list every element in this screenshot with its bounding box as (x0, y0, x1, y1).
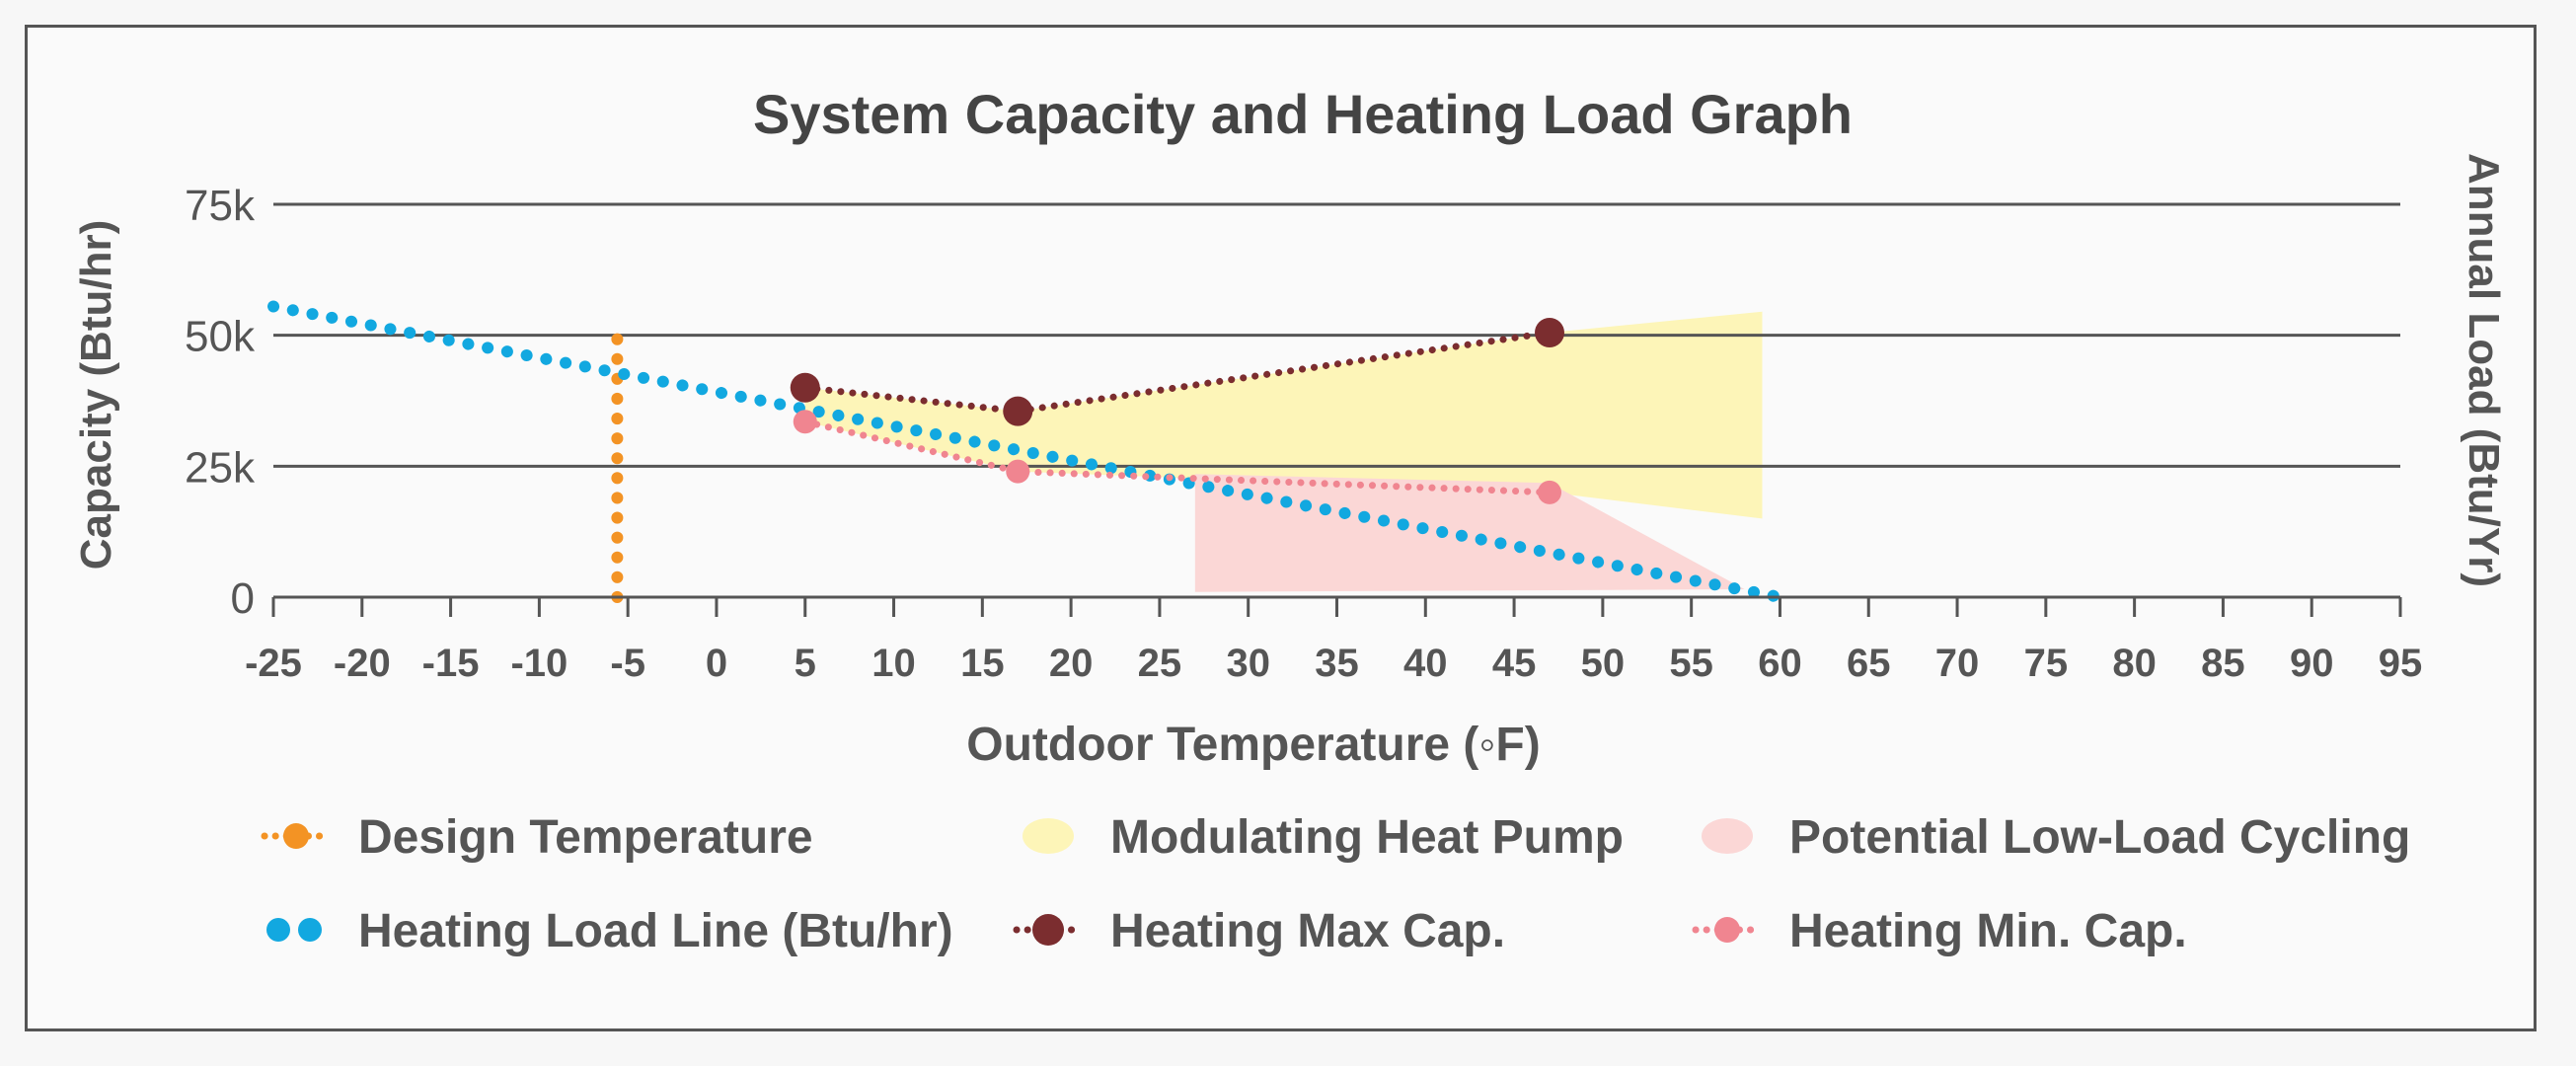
legend-item: Design Temperature (261, 811, 813, 864)
y-tick-label: 0 (231, 574, 255, 623)
x-tick-label: 90 (2290, 642, 2334, 685)
x-tick-label: 0 (706, 642, 727, 685)
x-tick-label: 80 (2112, 642, 2157, 685)
max-cap-point (790, 372, 820, 403)
legend-dot-heating-load (298, 918, 322, 942)
x-tick-label: 40 (1403, 642, 1448, 685)
grid-lines (273, 202, 2400, 468)
x-tick-label: 70 (1935, 642, 1980, 685)
x-tick-label: 5 (795, 642, 816, 685)
legend: Design Temperature Modulating Heat Pump Po… (261, 811, 2410, 957)
chart-title: System Capacity and Heating Load Graph (753, 83, 1853, 145)
x-tick-label: 15 (960, 642, 1005, 685)
legend-marker-max-cap (1032, 914, 1064, 946)
axes: 0 25k 50k 75k -25 -20 -15 -10 -5 0 5 10 15 20 25 30 35 40… (185, 182, 2422, 685)
x-tick-label: 65 (1847, 642, 1891, 685)
x-tick-label: 75 (2024, 642, 2069, 685)
x-tick-label: -15 (422, 642, 480, 685)
y-axis-label-left: Capacity (Btu/hr) (72, 220, 120, 570)
legend-label: Modulating Heat Pump (1110, 811, 1624, 864)
x-axis-label: Outdoor Temperature (◦F) (966, 719, 1540, 771)
x-tick-label: 30 (1226, 642, 1270, 685)
chart-areas (804, 311, 1763, 592)
x-tick-label: -25 (245, 642, 302, 685)
legend-icon-low-load (1702, 818, 1753, 854)
area-1 (1194, 474, 1745, 592)
legend-label: Design Temperature (358, 811, 813, 864)
min-cap-point (1538, 480, 1561, 504)
x-tick-label: -20 (334, 642, 391, 685)
x-tick-label: 60 (1758, 642, 1802, 685)
legend-icon-modulating (1023, 818, 1074, 854)
legend-item: Heating Load Line (Btu/hr) (266, 905, 953, 957)
legend-label: Heating Min. Cap. (1789, 905, 2187, 957)
y-tick-label: 75k (185, 182, 256, 230)
legend-dot-heating-load (266, 918, 290, 942)
heating-load-line (267, 300, 1786, 603)
legend-label: Heating Max Cap. (1110, 905, 1505, 957)
x-tick-label: 25 (1138, 642, 1182, 685)
legend-label: Potential Low-Load Cycling (1789, 811, 2410, 864)
legend-item: Heating Min. Cap. (1692, 905, 2187, 957)
min-cap-point (793, 410, 817, 434)
x-tick-label: 50 (1581, 642, 1626, 685)
max-cap-point (1003, 396, 1033, 426)
legend-marker-design-temperature (283, 823, 309, 849)
x-tick-label: 45 (1492, 642, 1537, 685)
x-tick-label: 85 (2201, 642, 2245, 685)
x-tick-label: -10 (510, 642, 568, 685)
y-tick-label: 25k (185, 443, 256, 492)
legend-item: Heating Max Cap. (1013, 905, 1505, 957)
legend-label: Heating Load Line (Btu/hr) (358, 905, 953, 957)
x-tick-label: 95 (2379, 642, 2423, 685)
chart-series (267, 300, 1786, 603)
x-tick-label: 55 (1669, 642, 1713, 685)
y-tick-label: 50k (185, 313, 256, 361)
x-tick-label: -5 (610, 642, 645, 685)
x-tick-label: 10 (871, 642, 916, 685)
max-cap-point (1535, 318, 1564, 348)
legend-item: Modulating Heat Pump (1023, 811, 1624, 864)
x-tick-label: 35 (1315, 642, 1359, 685)
legend-item: Potential Low-Load Cycling (1702, 811, 2410, 864)
x-tick-label: 20 (1049, 642, 1094, 685)
legend-marker-min-cap (1714, 917, 1740, 943)
y-axis-label-right: Annual Load (Btu/Yr) (2460, 153, 2508, 587)
min-cap-point (1006, 459, 1030, 484)
